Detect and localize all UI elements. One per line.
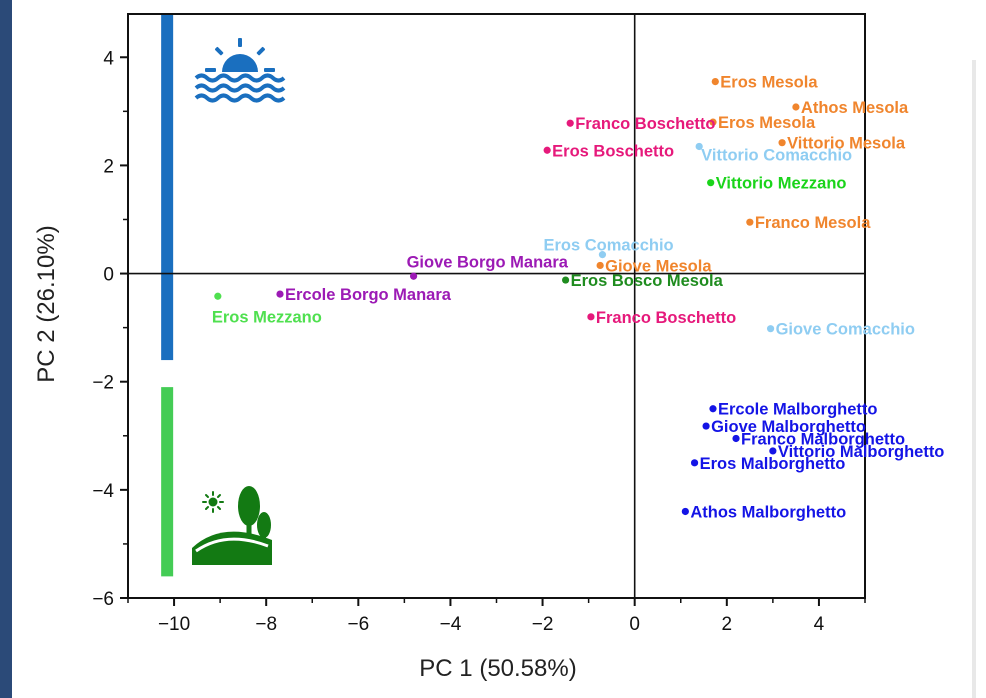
data-point bbox=[702, 422, 710, 430]
y-tick-label: 2 bbox=[103, 156, 114, 177]
data-point bbox=[598, 251, 607, 259]
data-point bbox=[276, 290, 284, 298]
point-label: Vittorio Malborghetto bbox=[778, 443, 945, 461]
point-label: Eros Mesola bbox=[720, 74, 818, 92]
data-point bbox=[587, 313, 595, 321]
point-label: Giove Borgo Manara bbox=[407, 253, 569, 271]
axes: −10 −8 −6 −4 −2 0 2 4 −6 −4 −2 0 2 4 bbox=[92, 13, 866, 635]
point-label: Eros Boschetto bbox=[552, 142, 674, 160]
land-band bbox=[161, 387, 174, 577]
left-frame-border bbox=[0, 0, 12, 698]
data-point bbox=[681, 507, 689, 516]
y-tick-label: 0 bbox=[103, 265, 114, 286]
sunset-sea-icon bbox=[194, 38, 286, 103]
data-point bbox=[792, 103, 800, 111]
x-tick-label: −4 bbox=[440, 614, 462, 635]
y-tick-label: −4 bbox=[92, 481, 114, 502]
point-label: Franco Malborghetto bbox=[741, 430, 905, 448]
data-point bbox=[690, 459, 699, 467]
x-tick-label: 4 bbox=[814, 614, 825, 635]
point-label: Athos Malborghetto bbox=[690, 503, 846, 521]
data-point bbox=[766, 325, 775, 333]
point-label: Vittorio Comacchio bbox=[701, 146, 852, 164]
point-label: Giove Mesola bbox=[605, 257, 712, 275]
sea-band bbox=[161, 14, 174, 361]
point-label: Eros Malborghetto bbox=[700, 455, 846, 473]
data-point bbox=[543, 146, 551, 154]
point-label: Ercole Malborghetto bbox=[718, 401, 878, 419]
point-label: Vittorio Mezzano bbox=[716, 175, 847, 193]
x-tick-label: −2 bbox=[532, 614, 554, 635]
data-point bbox=[709, 405, 717, 413]
point-label: Giove Comacchio bbox=[776, 321, 915, 339]
point-label: Vittorio Mesola bbox=[787, 135, 906, 153]
data-point bbox=[732, 434, 740, 443]
y-tick-label: 4 bbox=[103, 48, 114, 69]
data-point bbox=[711, 77, 719, 86]
y-tick-label: −2 bbox=[92, 373, 114, 394]
y-tick-label: −6 bbox=[92, 589, 114, 610]
x-tick-label: −10 bbox=[158, 614, 190, 635]
point-label: Franco Boschetto bbox=[575, 115, 715, 133]
data-point bbox=[746, 218, 754, 226]
point-label: Eros Bosco Mesola bbox=[571, 272, 724, 290]
x-tick-label: −8 bbox=[255, 614, 277, 635]
countryside-hills-icon bbox=[192, 486, 272, 565]
point-label: Ercole Borgo Manara bbox=[285, 286, 452, 304]
data-point bbox=[769, 447, 777, 455]
y-axis-label: PC 2 (26.10%) bbox=[33, 225, 60, 382]
x-axis-label: PC 1 (50.58%) bbox=[419, 655, 576, 682]
data-point bbox=[707, 179, 715, 187]
point-label: Giove Malborghetto bbox=[711, 418, 866, 436]
point-label: Eros Comacchio bbox=[543, 237, 673, 255]
right-frame-border bbox=[972, 60, 976, 698]
data-point bbox=[695, 142, 703, 151]
data-point bbox=[214, 292, 222, 300]
point-label: Franco Mesola bbox=[755, 214, 871, 232]
x-tick-label: −6 bbox=[347, 614, 369, 635]
point-label: Athos Mesola bbox=[801, 99, 909, 117]
point-label: Franco Boschetto bbox=[596, 309, 736, 327]
data-point bbox=[709, 118, 717, 126]
point-label: Eros Mesola bbox=[718, 114, 816, 132]
point-label: Eros Mezzano bbox=[212, 308, 322, 326]
data-point bbox=[566, 119, 574, 127]
data-points bbox=[214, 77, 800, 516]
x-tick-label: 0 bbox=[629, 614, 640, 635]
data-point bbox=[778, 139, 786, 147]
x-tick-label: 2 bbox=[722, 614, 733, 635]
data-point bbox=[596, 261, 604, 270]
data-point bbox=[561, 276, 570, 284]
data-point bbox=[409, 272, 418, 280]
